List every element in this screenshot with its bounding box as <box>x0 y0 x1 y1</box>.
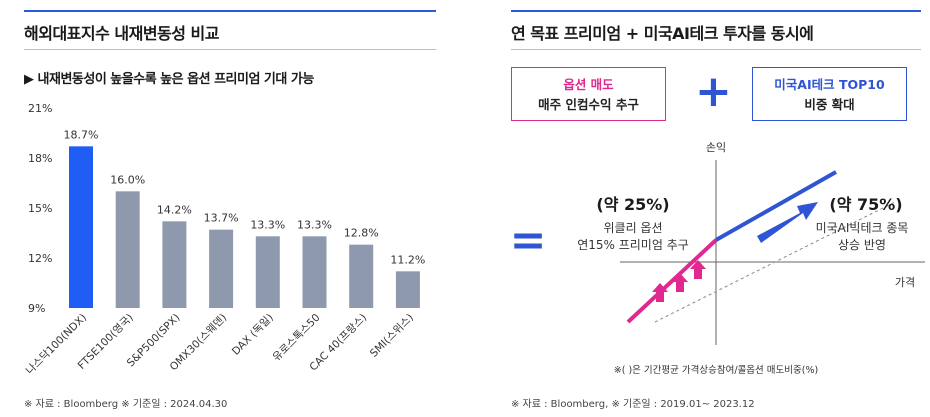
axis-x-label: 가격 <box>895 276 915 289</box>
bar <box>349 244 374 308</box>
ai-tech-title: 미국AI테크 TOP10 <box>774 77 885 92</box>
y-tick-label: 9% <box>28 302 45 315</box>
bar-value-label: 13.3% <box>297 218 332 231</box>
bars <box>69 146 420 308</box>
volatility-bar-chart: 21% 18% 15% 12% 9% 18.7% 16.0% 14.2% 13.7% 13.3%… <box>24 102 426 377</box>
left-source-note: ※ 자료 : Bloomberg ※ 기준일 : 2024.04.30 <box>24 399 228 410</box>
blue-payoff-line <box>715 170 837 242</box>
bar <box>209 229 234 308</box>
y-axis-ticks: 21% 18% 15% 12% 9% <box>28 102 52 315</box>
y-tick-label: 21% <box>28 102 52 115</box>
bar <box>255 236 280 308</box>
y-tick-label: 18% <box>28 152 52 165</box>
bar <box>69 146 93 308</box>
bar-value-label: 13.3% <box>250 218 285 231</box>
option-sell-box: 옵션 매도 매주 인컴수익 추구 <box>511 67 666 121</box>
pink-payoff-line <box>626 238 718 324</box>
bar <box>115 191 140 308</box>
ai-tech-box: 미국AI테크 TOP10 비중 확대 <box>752 67 907 121</box>
bar <box>302 236 327 308</box>
y-tick-label: 15% <box>28 202 52 215</box>
right-panel-title: 연 목표 프리미엄 + 미국AI테크 투자를 동시에 <box>511 24 814 43</box>
bar <box>162 221 187 308</box>
bar-value-label: 18.7% <box>64 128 99 141</box>
axis-y-label: 손익 <box>706 141 726 154</box>
left-top-rule <box>24 10 436 12</box>
left-desc-line1: 위클리 옵션 <box>603 221 662 235</box>
right-desc-line2: 상승 반영 <box>838 238 886 252</box>
option-sell-desc: 매주 인컴수익 추구 <box>538 97 639 112</box>
reference-dashed-line <box>654 201 896 323</box>
plus-sign: + <box>695 66 732 117</box>
left-pct-label: (약 25%) <box>596 195 669 214</box>
bar-value-label: 11.2% <box>390 253 425 266</box>
chart-subtitle: ▶ 내재변동성이 높을수록 높은 옵션 프리미엄 기대 가능 <box>24 72 314 87</box>
right-title-rule <box>511 49 921 50</box>
left-panel-title: 해외대표지수 내재변동성 비교 <box>24 24 220 43</box>
left-title-rule <box>24 49 436 50</box>
left-desc-line2: 연15% 프리미엄 추구 <box>577 238 689 252</box>
pink-up-arrow <box>672 273 688 292</box>
bar-value-label: 14.2% <box>157 203 192 216</box>
y-tick-label: 12% <box>28 252 52 265</box>
bar-value-label: 13.7% <box>204 212 239 225</box>
ai-tech-desc: 비중 확대 <box>804 97 855 112</box>
pink-up-arrow <box>690 260 706 279</box>
pink-up-arrow <box>652 283 668 302</box>
bar <box>395 271 420 308</box>
value-labels: 18.7% 16.0% 14.2% 13.7% 13.3% 13.3% 12.8% 11.2% <box>64 128 426 266</box>
payoff-footnote: ※( )은 기간평균 가격상승참여/콜옵션 매도비중(%) <box>614 364 818 376</box>
right-pct-label: (약 75%) <box>829 195 902 214</box>
right-top-rule <box>511 10 921 12</box>
equals-sign: = <box>510 215 547 266</box>
bar-value-label: 12.8% <box>344 227 379 240</box>
right-source-note: ※ 자료 : Bloomberg, ※ 기준일 : 2019.01~ 2023.… <box>511 399 755 410</box>
bar-value-label: 16.0% <box>110 173 145 186</box>
blue-trend-arrow <box>757 202 818 243</box>
option-sell-title: 옵션 매도 <box>563 77 614 92</box>
right-desc-line1: 미국AI빅테크 종목 <box>816 221 909 235</box>
